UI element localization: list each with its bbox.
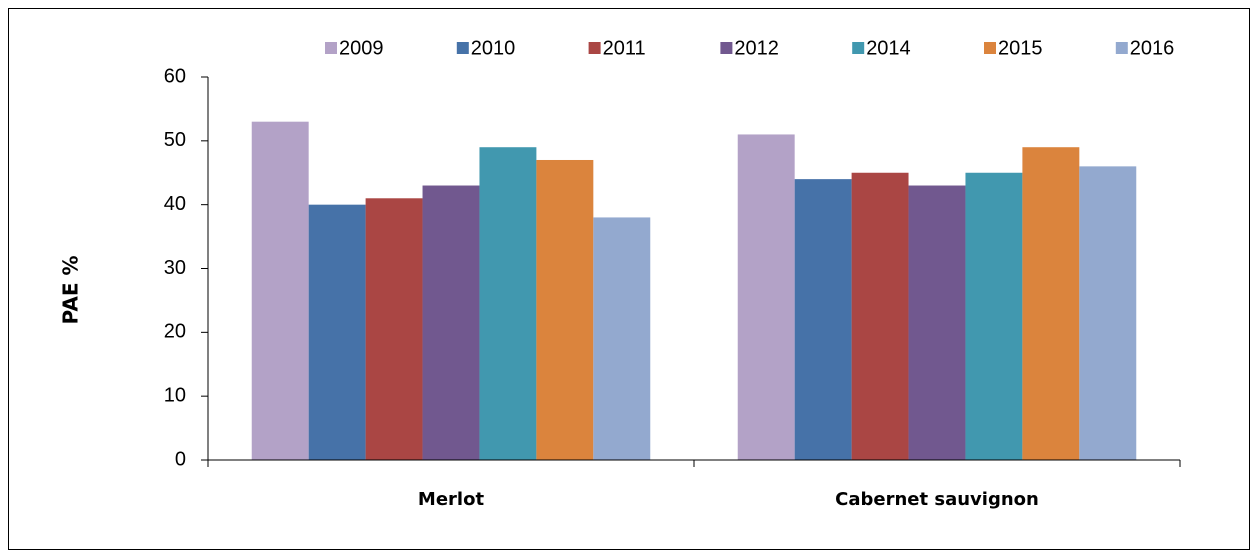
legend-label: 2015 xyxy=(998,37,1043,59)
legend-label: 2009 xyxy=(339,37,384,59)
bar xyxy=(908,185,966,460)
bar xyxy=(965,172,1023,460)
y-tick-label: 20 xyxy=(164,321,186,343)
legend-swatch xyxy=(1115,42,1128,54)
legend-label: 2014 xyxy=(866,37,911,59)
y-tick-label: 40 xyxy=(164,193,186,215)
y-tick-label: 30 xyxy=(164,257,186,279)
legend-swatch xyxy=(456,42,469,54)
bar xyxy=(422,185,480,460)
legend-label: 2016 xyxy=(1130,37,1175,59)
legend-swatch xyxy=(984,42,996,54)
legend-swatch xyxy=(852,42,865,54)
y-axis-title: PAE % xyxy=(59,256,83,325)
bar xyxy=(593,217,651,460)
y-tick-label: 0 xyxy=(175,448,186,470)
bar xyxy=(479,147,537,460)
x-tick-label: Merlot xyxy=(418,489,485,510)
bar xyxy=(308,204,366,460)
bar xyxy=(365,198,423,461)
bar xyxy=(1022,147,1080,460)
bar xyxy=(737,134,795,460)
y-tick-label: 50 xyxy=(164,129,186,151)
bar xyxy=(794,179,852,460)
legend-swatch xyxy=(720,42,733,54)
legend-swatch xyxy=(325,42,337,54)
bar xyxy=(1079,166,1137,460)
bar xyxy=(851,172,909,460)
legend-label: 2012 xyxy=(734,37,779,59)
x-tick-label: Cabernet sauvignon xyxy=(835,489,1039,510)
bar xyxy=(536,159,594,460)
legend-swatch xyxy=(588,42,601,54)
y-tick-label: 60 xyxy=(164,65,186,87)
legend-label: 2011 xyxy=(603,37,646,59)
y-tick-label: 10 xyxy=(164,384,186,406)
legend-label: 2010 xyxy=(471,37,516,59)
bar xyxy=(251,121,309,460)
